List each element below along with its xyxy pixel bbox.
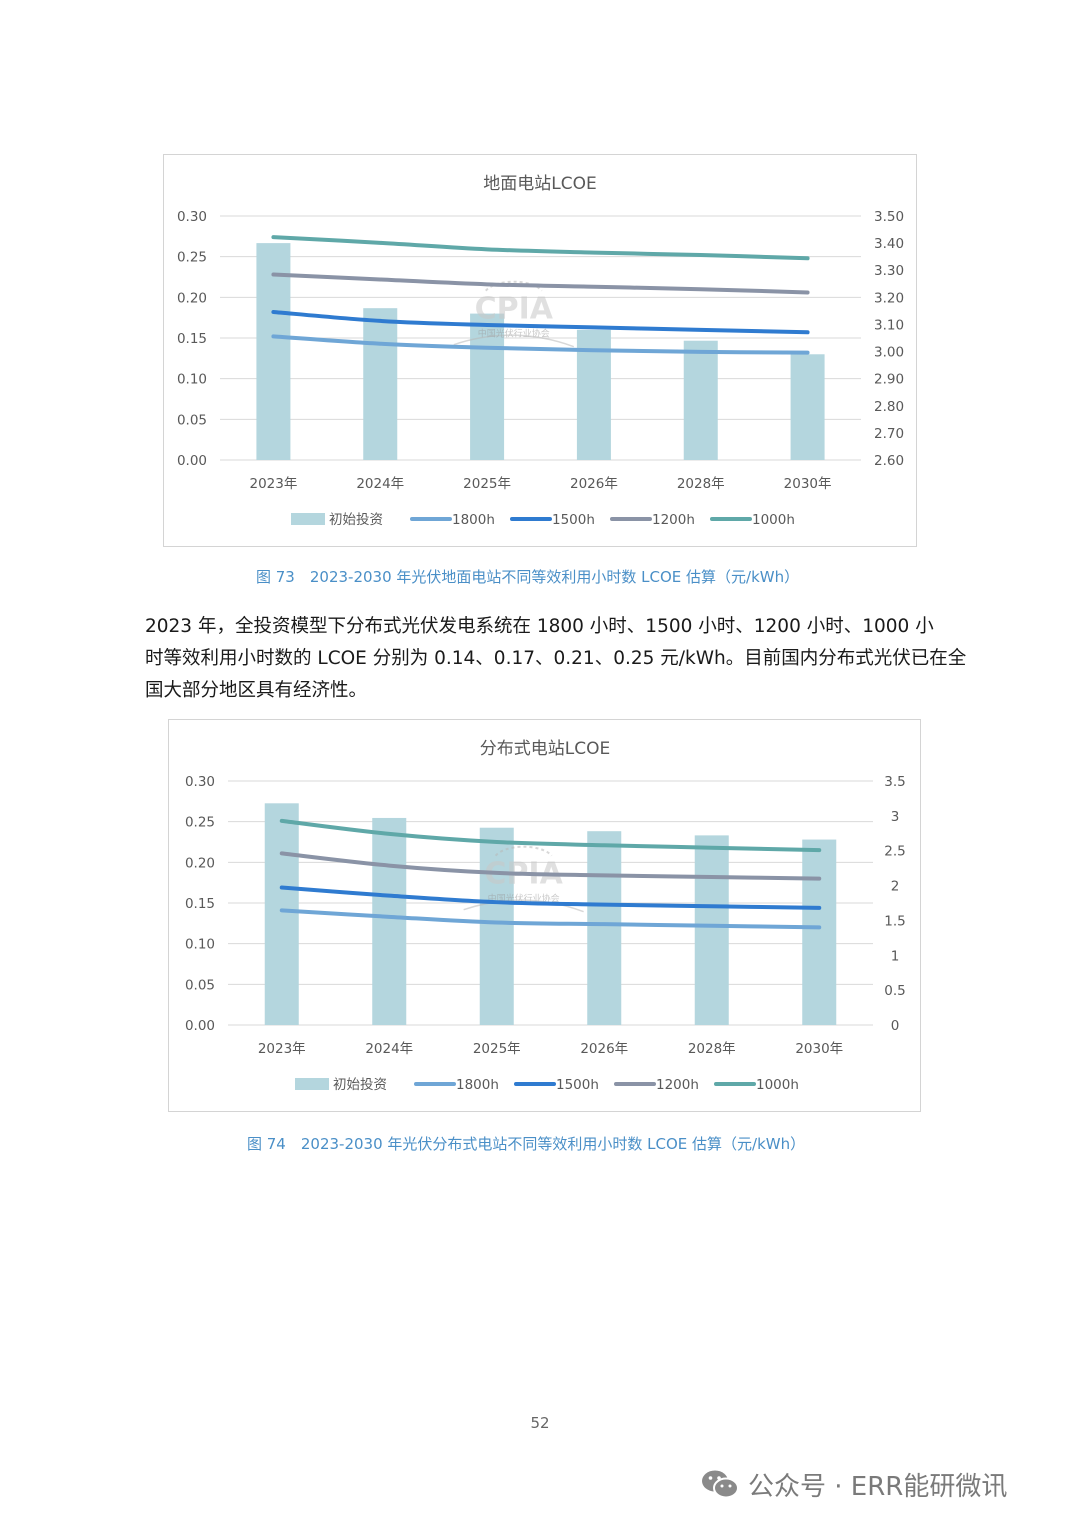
paragraph-line-3: 国大部分地区具有经济性。 [145, 680, 368, 701]
y-right-tick-label: 2.80 [874, 399, 904, 415]
y-left-tick-label: 0.00 [185, 1018, 215, 1034]
chart-ground-station-lcoe: 地面电站LCOE 0.00 0.05 0.10 0.15 0.20 0.25 0.30 2.60… [163, 154, 917, 547]
paragraph-line-1: 2023 年，全投资模型下分布式光伏发电系统在 1800 小时、1500 小时、… [145, 616, 934, 637]
page-number: 52 [530, 1414, 550, 1432]
y-right-tick-label: 0 [891, 1018, 900, 1034]
legend-label-1800h: 1800h [456, 1077, 499, 1093]
chart-distributed-svg: 分布式电站LCOE 0.00 0.05 0.10 0.15 0.20 0.25 0.30 0 0.… [185, 739, 906, 1093]
bar-initial-investment-2025年 [479, 827, 514, 1025]
watermark-swoosh [463, 899, 584, 913]
y-right-tick-label: 3.30 [874, 263, 904, 279]
legend-label-1200h: 1200h [652, 512, 695, 528]
legend-label-1200h: 1200h [656, 1077, 699, 1093]
y-left-tick-label: 0.15 [185, 896, 215, 912]
y-right-tick-label: 3.20 [874, 290, 904, 306]
chart-title: 分布式电站LCOE [480, 739, 610, 759]
y-right-tick-label: 3.50 [874, 209, 904, 225]
bar-initial-investment-2028年 [683, 340, 718, 460]
y-right-tick-label: 2 [891, 879, 900, 895]
y-right-tick-label: 3 [891, 809, 900, 825]
bar-initial-investment-2028年 [694, 835, 729, 1025]
line-1000h [271, 235, 810, 261]
bar-initial-investment-2030年 [790, 354, 825, 460]
chart-distributed-station-lcoe: 分布式电站LCOE 0.00 0.05 0.10 0.15 0.20 0.25 0.30 0 0.… [168, 719, 921, 1112]
line-1500h [271, 309, 810, 335]
bar-initial-investment-2026年 [587, 831, 622, 1025]
y-right-tick-label: 3.10 [874, 317, 904, 333]
y-left-tick-label: 0.25 [185, 815, 215, 831]
line-1200h [279, 851, 822, 881]
x-tick-label: 2024年 [356, 476, 404, 492]
line-1800h [271, 334, 810, 355]
y-right-tick-label: 1 [891, 948, 900, 964]
y-left-tick-label: 0.30 [177, 209, 207, 225]
legend-label-1800h: 1800h [452, 512, 495, 528]
y-left-tick-label: 0.05 [177, 412, 207, 428]
x-tick-label: 2024年 [365, 1041, 413, 1057]
y-right-tick-label: 0.5 [884, 983, 905, 999]
x-tick-label: 2028年 [688, 1041, 736, 1057]
y-right-tick-label: 3.00 [874, 345, 904, 361]
watermark-sub-text: 中国光伏行业协会 [478, 328, 550, 340]
y-right-tick-label: 3.5 [884, 774, 905, 790]
x-tick-label: 2026年 [570, 476, 618, 492]
line-1000h [279, 818, 822, 853]
bar-initial-investment-2023年 [264, 803, 299, 1025]
legend-label-initial-investment: 初始投资 [333, 1076, 387, 1093]
line-1500h [279, 885, 822, 910]
wechat-footer: 公众号 · ERR能研微讯 [700, 1464, 1007, 1504]
x-tick-label: 2030年 [784, 476, 832, 492]
y-left-tick-label: 0.05 [185, 977, 215, 993]
line-1800h [279, 908, 822, 930]
legend-label-1500h: 1500h [556, 1077, 599, 1093]
bar-initial-investment-2024年 [372, 817, 407, 1025]
y-left-tick-label: 0.20 [177, 290, 207, 306]
x-tick-label: 2030年 [795, 1041, 843, 1057]
bar-initial-investment-2030年 [802, 839, 837, 1025]
bar-initial-investment-2024年 [363, 308, 398, 460]
legend-label-initial-investment: 初始投资 [329, 511, 383, 528]
x-tick-label: 2026年 [580, 1041, 628, 1057]
x-tick-label: 2023年 [249, 476, 297, 492]
legend-swatch-initial-investment [291, 513, 325, 525]
body-paragraph: 2023 年，全投资模型下分布式光伏发电系统在 1800 小时、1500 小时、… [145, 611, 967, 707]
y-left-tick-label: 0.15 [177, 331, 207, 347]
y-right-tick-label: 3.40 [874, 236, 904, 252]
legend-label-1500h: 1500h [552, 512, 595, 528]
footer-text: 公众号 · ERR能研微讯 [748, 1471, 1008, 1502]
chart-ground-svg: 地面电站LCOE 0.00 0.05 0.10 0.15 0.20 0.25 0.30 2.60… [177, 174, 904, 528]
y-right-tick-label: 2.60 [874, 453, 904, 469]
y-left-tick-label: 0.10 [177, 372, 207, 388]
watermark-swoosh [453, 334, 575, 348]
y-left-tick-label: 0.25 [177, 250, 207, 266]
x-tick-label: 2025年 [463, 476, 511, 492]
y-left-tick-label: 0.30 [185, 774, 215, 790]
bar-initial-investment-2025年 [470, 313, 505, 460]
chart-title: 地面电站LCOE [483, 174, 596, 194]
y-right-tick-label: 1.5 [884, 913, 905, 929]
x-tick-label: 2025年 [473, 1041, 521, 1057]
y-right-tick-label: 2.90 [874, 372, 904, 388]
y-left-tick-label: 0.10 [185, 937, 215, 953]
bar-initial-investment-2023年 [256, 243, 291, 460]
figure-74-caption: 图 74 2023-2030 年光伏分布式电站不同等效利用小时数 LCOE 估算… [247, 1135, 806, 1153]
watermark-sun-arc [494, 845, 553, 857]
legend-label-1000h: 1000h [752, 512, 795, 528]
watermark-logo-text: CPIA [475, 292, 554, 327]
paragraph-line-2: 时等效利用小时数的 LCOE 分别为 0.14、0.17、0.21、0.25 元… [145, 648, 967, 669]
x-tick-label: 2028年 [677, 476, 725, 492]
legend-swatch-initial-investment [295, 1078, 329, 1090]
legend-label-1000h: 1000h [756, 1077, 799, 1093]
figure-73-caption: 图 73 2023-2030 年光伏地面电站不同等效利用小时数 LCOE 估算（… [256, 568, 800, 586]
y-right-tick-label: 2.70 [874, 426, 904, 442]
wechat-icon [702, 1470, 739, 1499]
y-right-tick-label: 2.5 [884, 844, 905, 860]
y-left-tick-label: 0.20 [185, 855, 215, 871]
x-tick-label: 2023年 [258, 1041, 306, 1057]
y-left-tick-label: 0.00 [177, 453, 207, 469]
line-1200h [271, 272, 810, 295]
